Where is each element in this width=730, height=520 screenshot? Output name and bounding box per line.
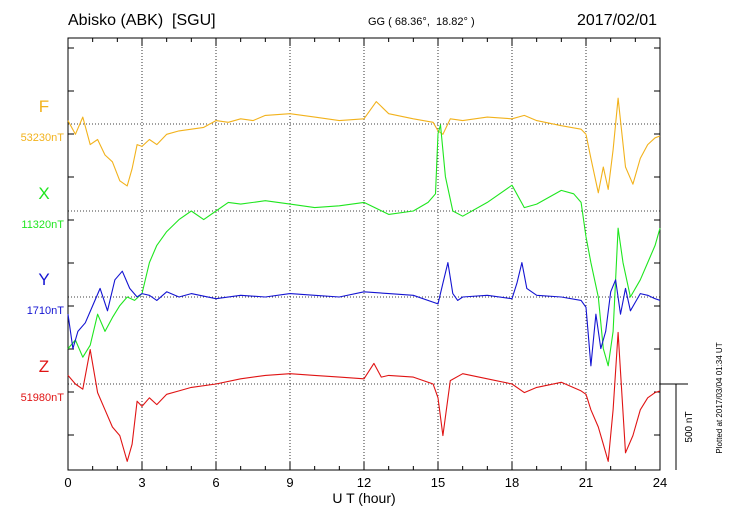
- x-tick-label: 9: [286, 475, 293, 490]
- series-name-f: F: [39, 97, 49, 116]
- series-line-y: [67, 262, 661, 367]
- series-line-f: [67, 97, 661, 194]
- series-line-z: [67, 331, 661, 462]
- x-tick-label: 18: [505, 475, 519, 490]
- series-baseline-x: 11320nT: [21, 219, 64, 231]
- scale-bar-label: 500 nT: [684, 411, 695, 442]
- date-label: 2017/02/01: [577, 12, 658, 29]
- x-tick-label: 6: [212, 475, 219, 490]
- series-name-z: Z: [39, 357, 49, 376]
- series-baseline-f: 53230nT: [21, 132, 65, 144]
- coordinates-label: GG ( 68.36°, 18.82° ): [368, 16, 475, 28]
- series-name-x: X: [38, 184, 49, 203]
- x-tick-label: 3: [138, 475, 145, 490]
- x-tick-label: 15: [431, 475, 445, 490]
- series-baseline-z: 51980nT: [21, 392, 65, 404]
- station-title: Abisko (ABK) [SGU]: [68, 12, 216, 29]
- series-name-y: Y: [38, 270, 49, 289]
- series-line-x: [67, 124, 661, 367]
- x-tick-label: 0: [64, 475, 71, 490]
- x-axis-label: U T (hour): [332, 490, 395, 506]
- series-baseline-y: 1710nT: [27, 305, 65, 317]
- x-tick-label: 12: [357, 475, 371, 490]
- x-tick-label: 21: [579, 475, 593, 490]
- plotted-timestamp: Plotted at 2017/03/04 01:34 UT: [715, 342, 724, 453]
- x-tick-label: 24: [653, 475, 667, 490]
